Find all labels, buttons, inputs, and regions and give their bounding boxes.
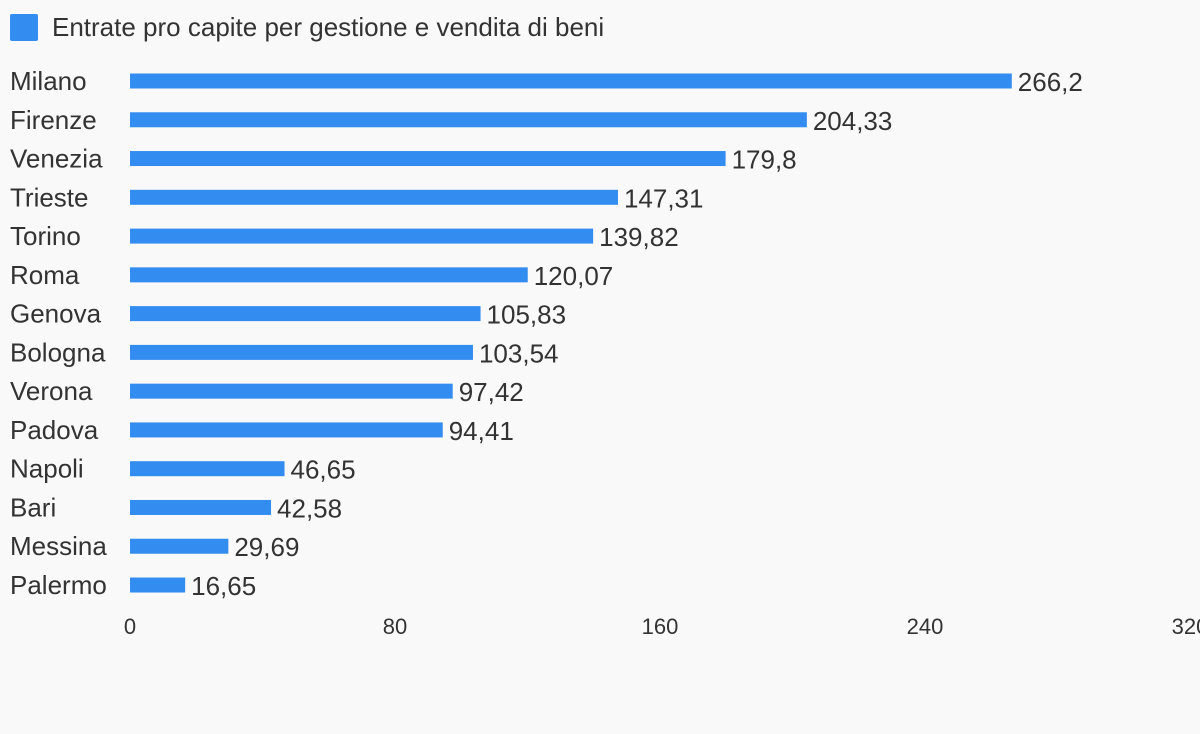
value-label: 29,69 [234, 532, 299, 562]
value-label: 204,33 [813, 106, 893, 136]
bar [130, 538, 229, 554]
bar [130, 461, 285, 477]
value-label: 94,41 [449, 416, 514, 446]
value-label: 266,2 [1018, 67, 1083, 97]
value-label: 46,65 [291, 455, 356, 485]
bar [130, 306, 481, 322]
bar [130, 267, 528, 283]
category-label: Napoli [10, 454, 84, 484]
legend[interactable]: Entrate pro capite per gestione e vendit… [10, 10, 604, 44]
category-label: Palermo [10, 570, 107, 600]
category-label: Roma [10, 260, 80, 290]
bar [130, 228, 594, 244]
x-tick-label: 80 [383, 614, 407, 639]
category-label: Messina [10, 531, 107, 561]
x-tick-label: 320 [1172, 614, 1200, 639]
value-label: 42,58 [277, 493, 342, 523]
bar [130, 577, 186, 593]
bar [130, 499, 272, 515]
bar [130, 344, 473, 360]
x-tick-label: 240 [907, 614, 944, 639]
value-label: 16,65 [191, 571, 256, 601]
value-label: 103,54 [479, 338, 559, 368]
category-label: Verona [10, 376, 93, 406]
category-label: Venezia [10, 144, 103, 174]
value-label: 120,07 [534, 261, 614, 291]
value-label: 139,82 [599, 222, 679, 252]
legend-swatch [10, 13, 38, 41]
category-label: Genova [10, 299, 102, 329]
category-label: Padova [10, 415, 99, 445]
category-label: Firenze [10, 105, 97, 135]
bar [130, 383, 453, 399]
value-label: 105,83 [487, 300, 567, 330]
legend-label: Entrate pro capite per gestione e vendit… [52, 11, 605, 42]
bar [130, 151, 726, 167]
category-label: Bari [10, 492, 56, 522]
value-label: 179,8 [732, 145, 797, 175]
category-label: Torino [10, 221, 81, 251]
value-label: 147,31 [624, 183, 704, 213]
bar [130, 189, 618, 205]
x-tick-label: 0 [124, 614, 136, 639]
bar [130, 73, 1012, 89]
category-label: Milano [10, 66, 87, 96]
category-label: Trieste [10, 182, 89, 212]
x-tick-label: 160 [642, 614, 679, 639]
bar [130, 422, 443, 438]
bar [130, 112, 807, 128]
category-label: Bologna [10, 337, 106, 367]
value-label: 97,42 [459, 377, 524, 407]
